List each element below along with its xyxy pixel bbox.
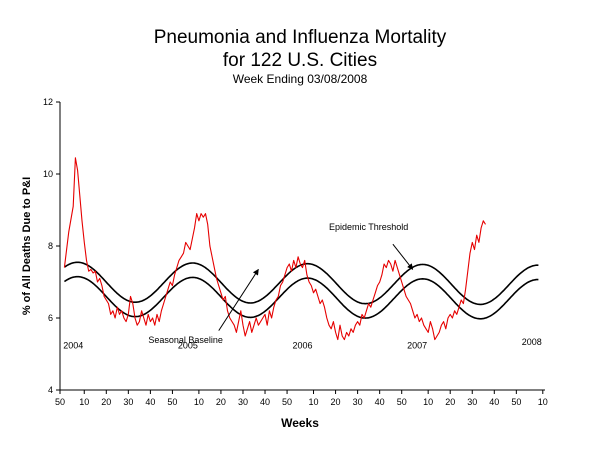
year-label: 2008: [522, 337, 542, 347]
x-tick-label: 20: [216, 397, 226, 407]
x-tick-label: 40: [375, 397, 385, 407]
x-tick-label: 50: [167, 397, 177, 407]
x-tick-label: 50: [511, 397, 521, 407]
x-tick-label: 10: [538, 397, 548, 407]
epidemic-threshold-line: [63, 261, 539, 306]
x-tick-label: 10: [309, 397, 319, 407]
x-tick-label: 30: [238, 397, 248, 407]
chart-title: Pneumonia and Influenza Mortality: [154, 27, 447, 48]
x-tick-label: 20: [101, 397, 111, 407]
y-axis-label: % of All Deaths Due to P&I: [21, 177, 33, 315]
seasonal-baseline-line: [63, 275, 539, 320]
year-label: 2006: [292, 341, 312, 351]
plot-area: 4 6 8 10 12 50 10 20 30 40 50 10 20 30 40 50 10 20 30 40 50 1…: [43, 97, 548, 407]
x-tick-label: 20: [445, 397, 455, 407]
year-label: 2005: [178, 341, 198, 351]
x-tick-label: 30: [353, 397, 363, 407]
seasonal-baseline-annotation: Seasonal Baseline: [148, 335, 223, 345]
x-tick-label: 10: [79, 397, 89, 407]
y-tick-label: 4: [48, 385, 53, 395]
y-tick-label: 8: [48, 241, 53, 251]
chart-title-line2: for 122 U.S. Cities: [223, 50, 377, 71]
x-tick-label: 30: [123, 397, 133, 407]
x-tick-label: 40: [260, 397, 270, 407]
year-label: 2007: [407, 341, 427, 351]
year-label: 2004: [63, 341, 83, 351]
seasonal-baseline-annotation-arrow: [218, 268, 259, 331]
x-tick-label: 50: [397, 397, 407, 407]
y-tick-label: 10: [43, 169, 53, 179]
y-tick-label: 12: [43, 97, 53, 107]
x-tick-label: 40: [489, 397, 499, 407]
y-tick-label: 6: [48, 313, 53, 323]
x-tick-label: 10: [194, 397, 204, 407]
x-tick-label: 50: [55, 397, 65, 407]
x-axis-label: Weeks: [281, 416, 319, 430]
x-tick-label: 40: [145, 397, 155, 407]
epidemic-threshold-annotation: Epidemic Threshold: [329, 222, 408, 232]
chart-subtitle: Week Ending 03/08/2008: [233, 72, 368, 86]
x-tick-label: 30: [467, 397, 477, 407]
x-tick-label: 50: [282, 397, 292, 407]
x-tick-label: 10: [423, 397, 433, 407]
x-tick-label: 20: [331, 397, 341, 407]
observed-pi-line: [63, 157, 486, 341]
epidemic-threshold-annotation-arrow: [392, 243, 414, 270]
